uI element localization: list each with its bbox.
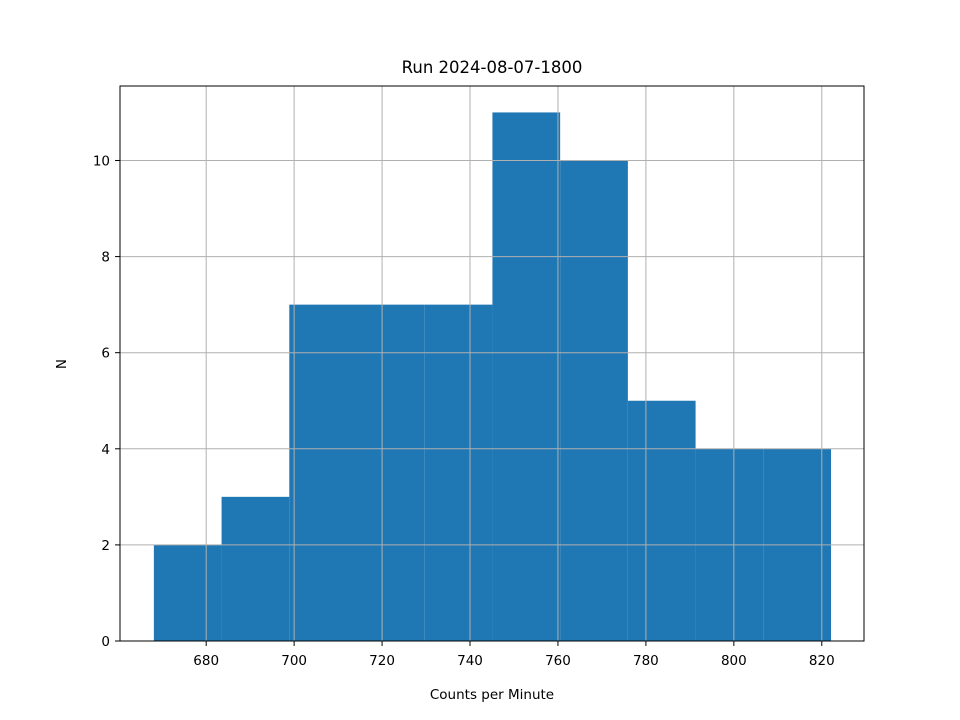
histogram-bar-0 [153, 544, 222, 641]
histogram-bar-7 [627, 400, 696, 641]
y-tick-label-2: 4 [101, 442, 110, 458]
x-axis-label: Counts per Minute [430, 687, 554, 703]
x-tick-label-3: 740 [457, 653, 483, 669]
x-tick-label-7: 820 [809, 653, 835, 669]
histogram-bar-6 [560, 160, 628, 641]
axes-frame [119, 85, 865, 642]
histogram-bar-4 [424, 304, 493, 641]
y-tick-label-1: 2 [101, 538, 110, 554]
y-tick-label-5: 10 [93, 153, 110, 169]
histogram-bar-3 [357, 304, 425, 641]
chart-title: Run 2024-08-07-1800 [402, 58, 583, 77]
x-tick-label-5: 780 [633, 653, 659, 669]
histogram-bar-1 [221, 496, 290, 641]
x-tick-label-4: 760 [545, 653, 571, 669]
histogram-bar-5 [492, 112, 561, 641]
x-tick-label-6: 800 [721, 653, 747, 669]
plot-area: 680 700 720 740 760 780 800 820 0 2 4 6 8 10 [93, 85, 865, 669]
y-tick-label-3: 6 [101, 346, 110, 362]
y-axis-label: N [54, 359, 70, 369]
histogram-bar-2 [289, 304, 358, 641]
x-tick-label-2: 720 [369, 653, 395, 669]
y-tick-label-0: 0 [101, 634, 110, 650]
x-tick-label-1: 700 [281, 653, 307, 669]
x-tick-label-0: 680 [193, 653, 219, 669]
y-tick-label-4: 8 [101, 250, 110, 266]
